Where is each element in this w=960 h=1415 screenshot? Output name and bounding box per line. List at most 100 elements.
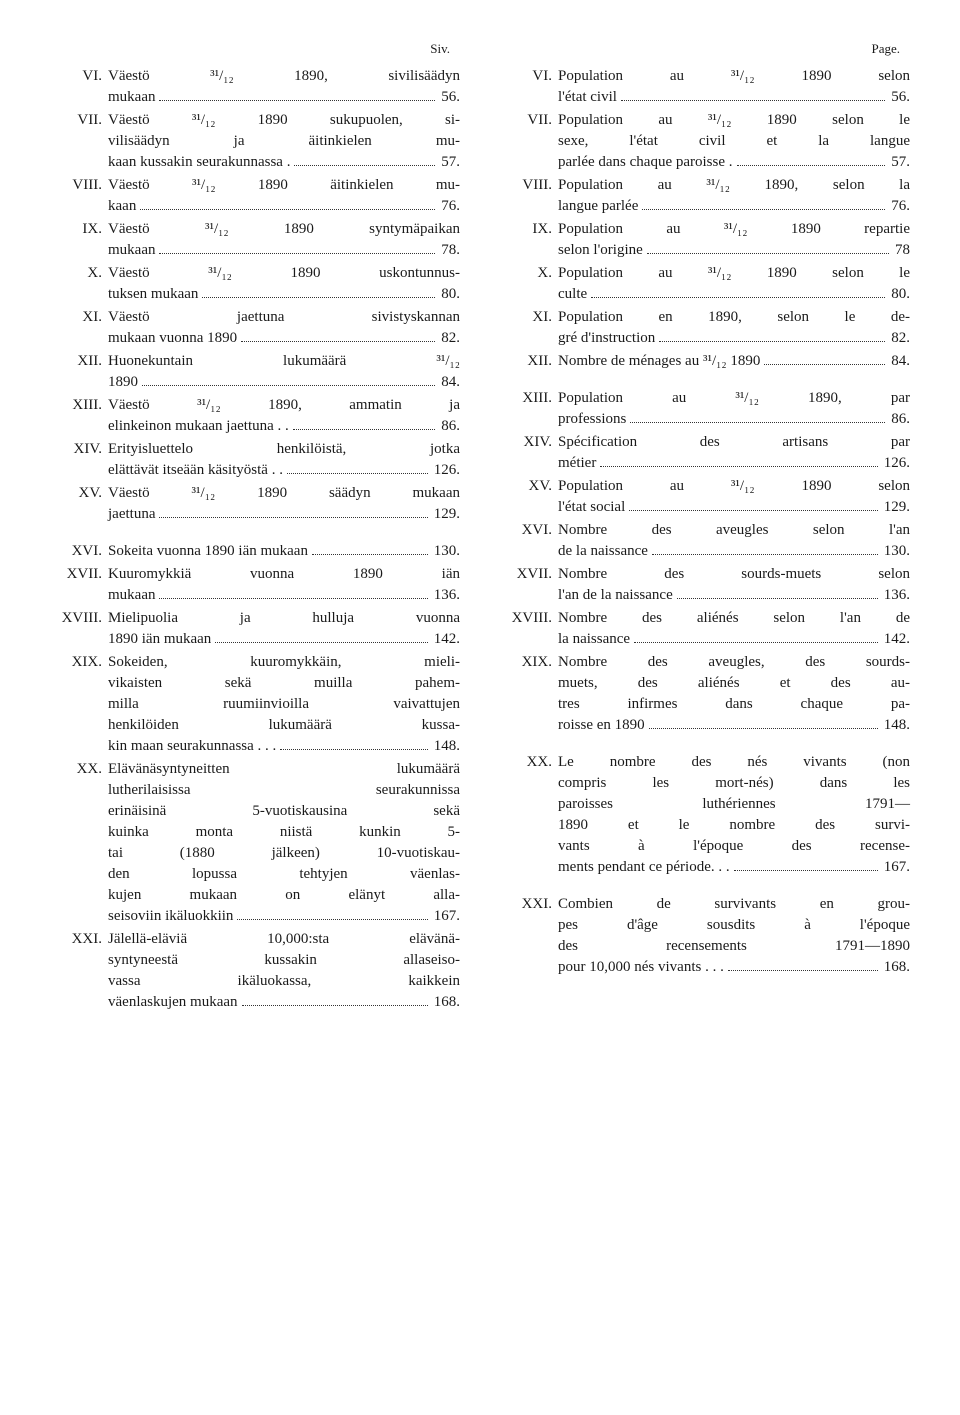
entry-line: Väestö ³¹/₁₂ 1890 sukupuolen, si- [108, 110, 460, 131]
leader-dots [293, 417, 435, 430]
leader-dots [140, 197, 435, 210]
entry-body: Spécification des artisans parmétier 126. [558, 432, 910, 474]
toc-entry: XIX.Nombre des aveugles, des sourds-muet… [500, 652, 910, 736]
entry-last-line: kin maan seurakunnassa . . .148. [108, 736, 460, 757]
roman-numeral: XIII. [500, 388, 558, 409]
roman-numeral: XXI. [500, 894, 558, 915]
entry-last-text: kin maan seurakunnassa . . . [108, 736, 276, 757]
roman-numeral: XVI. [500, 520, 558, 541]
entry-last-line: l'état social129. [558, 497, 910, 518]
toc-entry: XVII.Kuuromykkiä vuonna 1890 iänmukaan13… [50, 564, 460, 606]
roman-numeral: VIII. [50, 175, 108, 196]
entry-body: Väestö ³¹/₁₂ 1890, ammatin jaelinkeinon … [108, 395, 460, 437]
leader-dots [652, 542, 878, 555]
entry-last-text: 1890 iän mukaan [108, 629, 211, 650]
entry-line: Nombre des aveugles, des sourds- [558, 652, 910, 673]
leader-dots [630, 410, 885, 423]
entry-line: compris les mort-nés) dans les [558, 773, 910, 794]
entry-last-line: la naissance142. [558, 629, 910, 650]
roman-numeral: XVI. [50, 541, 108, 562]
entry-line: Spécification des artisans par [558, 432, 910, 453]
entry-body: Nombre des sourds-muets selonl'an de la … [558, 564, 910, 606]
page-number: 76. [439, 196, 460, 217]
toc-entry: XIV.Erityisluettelo henkilöistä, jotkael… [50, 439, 460, 481]
page-number: 126. [432, 460, 460, 481]
page-number: 82. [889, 328, 910, 349]
entry-body: Mielipuolia ja hulluja vuonna1890 iän mu… [108, 608, 460, 650]
page-number: 130. [432, 541, 460, 562]
roman-numeral: XIV. [50, 439, 108, 460]
entry-last-line: ments pendant ce période. . .167. [558, 857, 910, 878]
roman-numeral: VI. [50, 66, 108, 87]
roman-numeral: X. [500, 263, 558, 284]
leader-dots [600, 454, 877, 467]
leader-dots [642, 197, 885, 210]
entry-last-text: professions [558, 409, 626, 430]
entry-last-text: tuksen mukaan [108, 284, 198, 305]
page-number: 57. [889, 152, 910, 173]
page-number: 126. [882, 453, 910, 474]
entry-last-text: mukaan [108, 87, 155, 108]
toc-entry: XV.Population au ³¹/₁₂ 1890 selonl'état … [500, 476, 910, 518]
entry-gap [500, 738, 910, 752]
roman-numeral: XXI. [50, 929, 108, 950]
entry-body: Väestö ³¹/₁₂ 1890 uskontunnus-tuksen muk… [108, 263, 460, 305]
left-column: Siv. VI.Väestö ³¹/₁₂ 1890, sivilisäädynm… [50, 40, 460, 1015]
toc-entry: XVI.Sokeita vuonna 1890 iän mukaan130. [50, 541, 460, 562]
entry-line: Population au ³¹/₁₂ 1890, selon la [558, 175, 910, 196]
leader-dots [647, 241, 889, 254]
page-number: 80. [439, 284, 460, 305]
entry-body: Erityisluettelo henkilöistä, jotkaelättä… [108, 439, 460, 481]
toc-entry: VIII.Väestö ³¹/₁₂ 1890 äitinkielen mu-ka… [50, 175, 460, 217]
entry-gap [500, 374, 910, 388]
entry-last-text: métier [558, 453, 596, 474]
leader-dots [737, 153, 886, 166]
entry-body: Väestö ³¹/₁₂ 1890, sivilisäädynmukaan56. [108, 66, 460, 108]
entry-line: Väestö ³¹/₁₂ 1890 syntymäpaikan [108, 219, 460, 240]
entry-line: Väestö ³¹/₁₂ 1890, sivilisäädyn [108, 66, 460, 87]
entry-body: Väestö ³¹/₁₂ 1890 säädyn mukaanjaettuna1… [108, 483, 460, 525]
entry-last-text: l'état civil [558, 87, 617, 108]
toc-page: Siv. VI.Väestö ³¹/₁₂ 1890, sivilisäädynm… [50, 40, 910, 1015]
entry-line: Le nombre des nés vivants (non [558, 752, 910, 773]
entry-line: Population au ³¹/₁₂ 1890 selon [558, 476, 910, 497]
entry-line: kuinka monta niistä kunkin 5- [108, 822, 460, 843]
roman-numeral: VI. [500, 66, 558, 87]
entry-last-text: langue parlée [558, 196, 638, 217]
roman-numeral: XI. [500, 307, 558, 328]
toc-entry: XVIII.Mielipuolia ja hulluja vuonna1890 … [50, 608, 460, 650]
entry-body: Population au ³¹/₁₂ 1890 repartieselon l… [558, 219, 910, 261]
page-number: 86. [439, 416, 460, 437]
toc-entry: XIX.Sokeiden, kuuromykkäin, mieli-vikais… [50, 652, 460, 757]
toc-entry: XI.Väestö jaettuna sivistyskannanmukaan … [50, 307, 460, 349]
roman-numeral: XX. [500, 752, 558, 773]
toc-entry: IX.Population au ³¹/₁₂ 1890 repartieselo… [500, 219, 910, 261]
toc-entry: VI.Väestö ³¹/₁₂ 1890, sivilisäädynmukaan… [50, 66, 460, 108]
entry-last-line: jaettuna129. [108, 504, 460, 525]
entry-line: paroisses luthériennes 1791— [558, 794, 910, 815]
toc-entry: X.Väestö ³¹/₁₂ 1890 uskontunnus-tuksen m… [50, 263, 460, 305]
page-number: 86. [889, 409, 910, 430]
entry-body: Väestö ³¹/₁₂ 1890 syntymäpaikanmukaan78. [108, 219, 460, 261]
entry-last-line: culte80. [558, 284, 910, 305]
toc-entry: XXI.Jälellä-eläviä 10,000:sta elävänä-sy… [50, 929, 460, 1013]
leader-dots [312, 542, 428, 555]
entry-last-line: l'an de la naissance136. [558, 585, 910, 606]
leader-dots [677, 586, 878, 599]
entry-line: pes d'âge sousdits à l'époque [558, 915, 910, 936]
entry-line: 1890 et le nombre des survi- [558, 815, 910, 836]
page-number: 168. [882, 957, 910, 978]
leader-dots [764, 352, 885, 365]
roman-numeral: XI. [50, 307, 108, 328]
leader-dots [159, 586, 427, 599]
entry-line: Combien de survivants en grou- [558, 894, 910, 915]
roman-numeral: XIX. [50, 652, 108, 673]
entry-line: Väestö ³¹/₁₂ 1890, ammatin ja [108, 395, 460, 416]
entry-last-line: mukaan vuonna 189082. [108, 328, 460, 349]
page-number: 129. [432, 504, 460, 525]
roman-numeral: XII. [500, 351, 558, 372]
leader-dots [142, 373, 435, 386]
entry-line: sexe, l'état civil et la langue [558, 131, 910, 152]
entry-line: lutherilaisissa seurakunnissa [108, 780, 460, 801]
leader-dots [241, 329, 435, 342]
